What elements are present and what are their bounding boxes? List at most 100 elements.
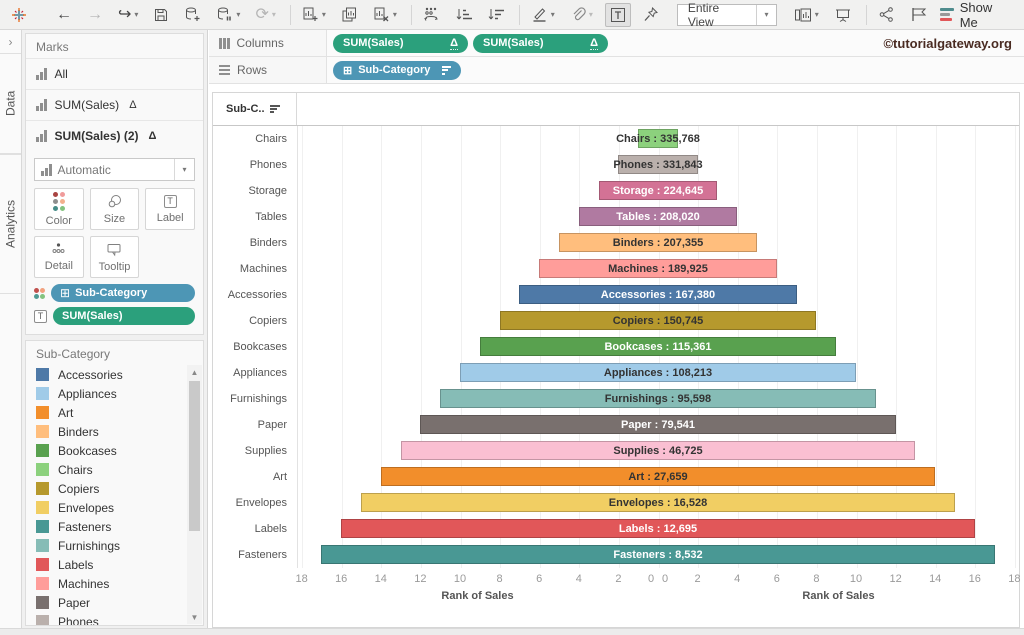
fix-axes-button[interactable]: [640, 3, 662, 27]
swap-rows-columns-button[interactable]: [420, 3, 444, 27]
bar-mark[interactable]: Labels : 12,695: [341, 519, 975, 538]
legend-item-label: Furnishings: [58, 539, 120, 553]
bar-mark[interactable]: Accessories : 167,380: [519, 285, 796, 304]
bar-mark[interactable]: Art : 27,659: [381, 467, 935, 486]
color-button[interactable]: Color: [34, 188, 84, 230]
row-label[interactable]: Chairs: [213, 133, 297, 145]
row-label[interactable]: Envelopes: [213, 497, 297, 509]
legend-item[interactable]: Copiers: [26, 479, 203, 498]
mark-type-dropdown[interactable]: Automatic ▾: [34, 158, 195, 181]
row-label[interactable]: Bookcases: [213, 341, 297, 353]
size-button[interactable]: Size: [90, 188, 140, 230]
legend-item[interactable]: Labels: [26, 555, 203, 574]
detail-button[interactable]: Detail: [34, 236, 84, 278]
presentation-mode-button[interactable]: [831, 3, 855, 27]
legend-scrollbar[interactable]: ▲ ▼: [187, 365, 202, 624]
label-button[interactable]: T Label: [145, 188, 195, 230]
sort-ascending-button[interactable]: [453, 3, 476, 27]
bar-mark[interactable]: Furnishings : 95,598: [440, 389, 876, 408]
legend-item[interactable]: Chairs: [26, 460, 203, 479]
legend-item[interactable]: Furnishings: [26, 536, 203, 555]
row-label[interactable]: Art: [213, 471, 297, 483]
row-label[interactable]: Labels: [213, 523, 297, 535]
highlight-button[interactable]: ▾: [528, 3, 558, 27]
legend-item[interactable]: Appliances: [26, 384, 203, 403]
row-field-header[interactable]: Sub-C..: [213, 93, 297, 125]
pause-data-updates-button[interactable]: ▾: [213, 3, 243, 27]
row-label[interactable]: Binders: [213, 237, 297, 249]
legend-item[interactable]: Phones: [26, 612, 203, 626]
bar-mark[interactable]: Envelopes : 16,528: [361, 493, 955, 512]
bar-mark[interactable]: Storage : 224,645: [599, 181, 718, 200]
redo-button[interactable]: ↪▾: [115, 3, 141, 27]
label-t-icon: [609, 6, 627, 24]
row-label[interactable]: Supplies: [213, 445, 297, 457]
bar-mark[interactable]: Phones : 331,843: [618, 155, 697, 174]
scrollbar-thumb[interactable]: [189, 381, 200, 531]
legend-item[interactable]: Accessories: [26, 365, 203, 384]
bar-mark[interactable]: Supplies : 46,725: [401, 441, 916, 460]
rows-pill-sub-category[interactable]: ⊞ Sub-Category: [333, 61, 461, 80]
legend-item-label: Labels: [58, 558, 93, 572]
marks-item-sum-sales[interactable]: SUM(Sales) Δ: [26, 89, 203, 120]
forward-button[interactable]: →: [84, 3, 106, 27]
show-hide-cards-button[interactable]: ▾: [791, 3, 822, 27]
share-button[interactable]: [875, 3, 898, 27]
legend-item[interactable]: Fasteners: [26, 517, 203, 536]
legend-item[interactable]: Bookcases: [26, 441, 203, 460]
row-label[interactable]: Fasteners: [213, 549, 297, 561]
tab-analytics[interactable]: Analytics: [0, 154, 21, 294]
row-label[interactable]: Tables: [213, 211, 297, 223]
row-label[interactable]: Appliances: [213, 367, 297, 379]
sort-descending-button[interactable]: [485, 3, 508, 27]
pill-sum-sales[interactable]: SUM(Sales): [53, 307, 195, 325]
detail-button-label: Detail: [45, 260, 73, 272]
group-button[interactable]: ▾: [567, 3, 596, 27]
scroll-up-icon[interactable]: ▲: [187, 365, 202, 379]
row-label[interactable]: Accessories: [213, 289, 297, 301]
delta-icon: Δ: [129, 99, 136, 111]
columns-pill-sum-sales-2[interactable]: SUM(Sales) Δ: [473, 34, 608, 53]
new-worksheet-button[interactable]: ▾: [299, 3, 329, 27]
bar-mark[interactable]: Chairs : 335,768: [638, 129, 678, 148]
row-label[interactable]: Machines: [213, 263, 297, 275]
legend-item[interactable]: Paper: [26, 593, 203, 612]
new-data-source-button[interactable]: [181, 3, 204, 27]
scroll-down-icon[interactable]: ▼: [187, 610, 202, 624]
marks-item-all[interactable]: All: [26, 58, 203, 89]
row-label[interactable]: Storage: [213, 185, 297, 197]
show-me-button[interactable]: Show Me: [940, 0, 1012, 30]
bar-mark[interactable]: Bookcases : 115,361: [480, 337, 836, 356]
legend-item[interactable]: Binders: [26, 422, 203, 441]
bar-mark[interactable]: Binders : 207,355: [559, 233, 757, 252]
tooltip-button[interactable]: [907, 3, 931, 27]
chart-header: Sub-C..: [213, 93, 1019, 126]
pill-sub-category[interactable]: ⊞ Sub-Category: [51, 284, 195, 302]
row-label[interactable]: Copiers: [213, 315, 297, 327]
legend-item[interactable]: Envelopes: [26, 498, 203, 517]
legend-color-chip: [36, 444, 49, 457]
legend-item[interactable]: Machines: [26, 574, 203, 593]
save-button[interactable]: [150, 3, 172, 27]
duplicate-sheet-button[interactable]: [338, 3, 361, 27]
clear-sheet-button[interactable]: ▾: [370, 3, 400, 27]
refresh-data-button[interactable]: ⟳▾: [252, 3, 278, 27]
bar-mark[interactable]: Appliances : 108,213: [460, 363, 856, 382]
bar-mark[interactable]: Machines : 189,925: [539, 259, 777, 278]
bar-mark[interactable]: Tables : 208,020: [579, 207, 737, 226]
tooltip-button-marks[interactable]: Tooltip: [90, 236, 140, 278]
fit-selector[interactable]: Entire View ▾: [677, 4, 777, 26]
show-mark-labels-button[interactable]: [605, 3, 631, 27]
row-label[interactable]: Phones: [213, 159, 297, 171]
columns-pill-sum-sales-1[interactable]: SUM(Sales) Δ: [333, 34, 468, 53]
collapse-panel-button[interactable]: ›: [0, 30, 21, 54]
row-label[interactable]: Paper: [213, 419, 297, 431]
bar-mark[interactable]: Paper : 79,541: [420, 415, 895, 434]
legend-item[interactable]: Art: [26, 403, 203, 422]
tab-data[interactable]: Data: [0, 54, 21, 154]
bar-mark[interactable]: Copiers : 150,745: [500, 311, 817, 330]
marks-item-sum-sales-2[interactable]: SUM(Sales) (2) Δ: [26, 120, 203, 151]
bar-mark[interactable]: Fasteners : 8,532: [321, 545, 994, 564]
back-button[interactable]: ←: [53, 3, 75, 27]
row-label[interactable]: Furnishings: [213, 393, 297, 405]
